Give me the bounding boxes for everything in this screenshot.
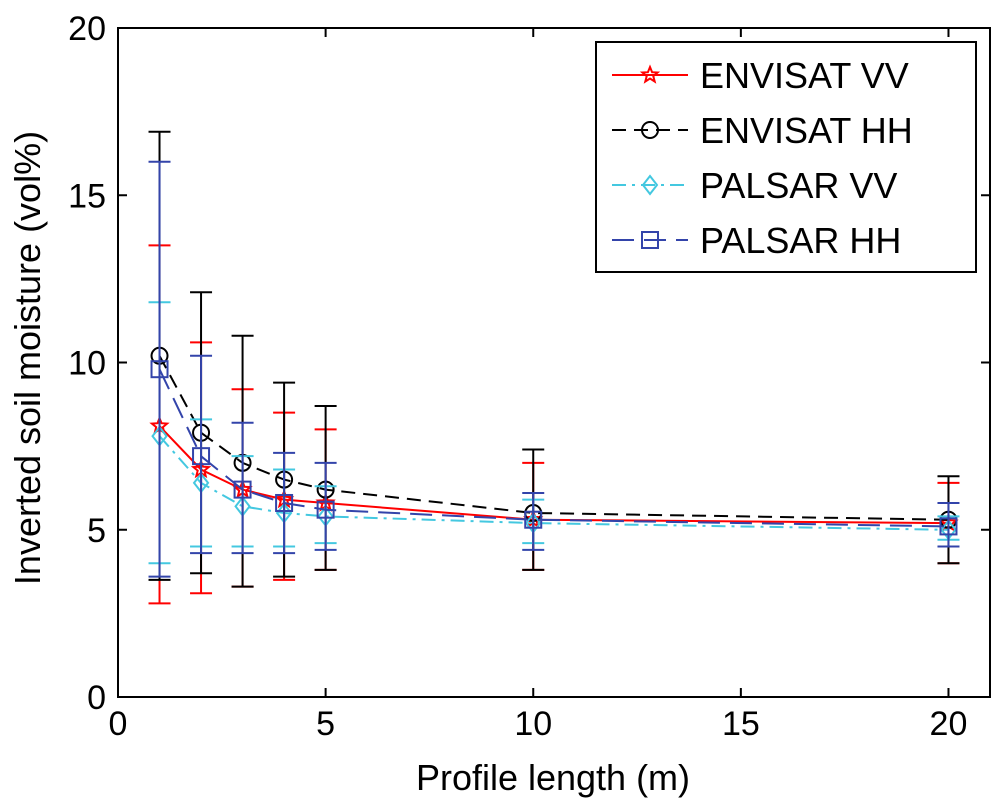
data-point xyxy=(275,493,294,512)
legend-marker xyxy=(641,121,659,139)
legend-label: ENVISAT HH xyxy=(700,110,913,151)
y-axis-label: Inverted soil moisture (vol%) xyxy=(7,131,48,585)
data-point xyxy=(150,360,169,379)
x-tick-label: 15 xyxy=(722,705,760,743)
error-bar xyxy=(937,501,960,548)
legend-item: PALSAR HH xyxy=(612,220,901,261)
data-point xyxy=(192,447,211,466)
x-tick-label: 10 xyxy=(514,705,552,743)
error-bar xyxy=(314,461,337,551)
y-tick-label: 5 xyxy=(87,512,106,550)
y-tick-label: 10 xyxy=(68,345,106,383)
legend-item: ENVISAT HH xyxy=(612,110,913,151)
series-palsar-hh xyxy=(148,160,960,578)
data-point xyxy=(524,510,543,529)
x-axis-label: Profile length (m) xyxy=(416,757,690,798)
data-point xyxy=(939,517,958,536)
legend-label: PALSAR HH xyxy=(700,220,901,261)
y-tick-label: 20 xyxy=(68,10,106,48)
legend-label: PALSAR VV xyxy=(700,165,897,206)
error-bar xyxy=(231,421,254,555)
legend-item: PALSAR VV xyxy=(612,165,897,206)
legend-marker xyxy=(639,64,661,84)
y-tick-label: 0 xyxy=(87,679,106,717)
legend-marker xyxy=(641,174,659,196)
error-bar xyxy=(190,354,213,555)
axis-layer: 0 5 10 15 20 0 5 10 15 20 xyxy=(68,10,991,743)
legend-box xyxy=(595,41,977,273)
legend-item: ENVISAT VV xyxy=(612,55,909,96)
error-bar xyxy=(522,491,545,551)
data-point xyxy=(233,480,252,499)
legend: ENVISAT VV ENVISAT HH PALSAR VV PALSAR HH xyxy=(595,41,977,273)
legend-marker xyxy=(641,231,659,249)
x-tick-label: 5 xyxy=(316,705,335,743)
x-tick-label: 20 xyxy=(930,705,968,743)
plot-layer xyxy=(148,130,960,605)
data-point xyxy=(316,500,335,519)
y-tick-label: 15 xyxy=(68,177,106,215)
series-line xyxy=(158,368,949,528)
legend-label: ENVISAT VV xyxy=(700,55,909,96)
x-tick-label: 0 xyxy=(109,705,128,743)
